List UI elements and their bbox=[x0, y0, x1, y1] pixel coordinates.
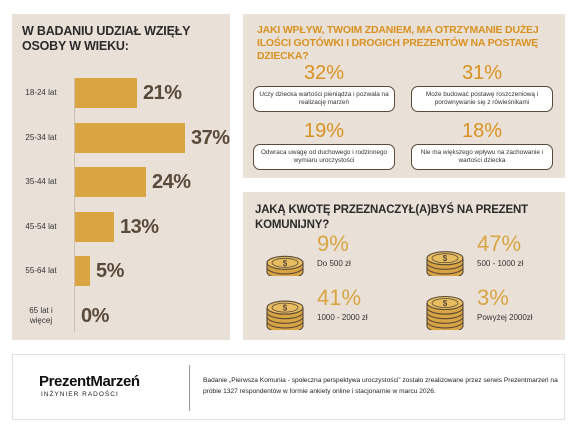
bar-category-label: 65 lat i więcej bbox=[29, 305, 53, 325]
coin-stack-icon: $ bbox=[426, 295, 464, 330]
influence-item-1: 32% Uczy dziecka wartości pieniądza i po… bbox=[253, 62, 395, 112]
svg-text:$: $ bbox=[283, 259, 288, 268]
footer: PrezentMarzeń INŻYNIER RADOŚCI Badanie „… bbox=[12, 354, 565, 420]
brand-name: PrezentMarzeń bbox=[39, 373, 140, 390]
influence-item-text: Uczy dziecka wartości pieniądza i pozwal… bbox=[253, 86, 395, 112]
influence-item-text: Nie ma większego wpływu na zachowanie i … bbox=[411, 144, 553, 170]
survey-note: Badanie „Pierwsza Komunia - społeczna pe… bbox=[203, 377, 558, 395]
bar-category-label: 35-44 lat bbox=[25, 177, 57, 186]
influence-item-text: Może budować postawę roszczeniową i poró… bbox=[411, 86, 553, 112]
bar-category-label: 18-24 lat bbox=[25, 88, 57, 97]
influence-item-pct: 18% bbox=[461, 120, 503, 142]
influence-item-pct: 19% bbox=[303, 120, 345, 142]
amount-panel-title: JAKĄ KWOTĘ PRZEZNACZYŁ(A)BYŚ NA PREZENT … bbox=[255, 204, 528, 231]
amount-item-range: Powyżej 2000zł bbox=[477, 313, 533, 322]
amount-item-range: Do 500 zł bbox=[317, 259, 351, 268]
bar-category-label: 25-34 lat bbox=[25, 132, 57, 142]
footer-divider bbox=[189, 365, 190, 411]
brand-logo: PrezentMarzeń INŻYNIER RADOŚCI bbox=[39, 373, 179, 398]
influence-item-pct: 32% bbox=[303, 62, 345, 84]
influence-item-pct: 31% bbox=[461, 62, 503, 84]
amount-item-pct: 47% bbox=[477, 231, 522, 256]
bar bbox=[75, 122, 185, 153]
bar-category-label: 55-64 lat bbox=[25, 266, 57, 275]
amount-panel: JAKĄ KWOTĘ PRZEZNACZYŁ(A)BYŚ NA PREZENT … bbox=[243, 192, 565, 340]
svg-text:$: $ bbox=[443, 299, 448, 308]
svg-text:$: $ bbox=[283, 304, 288, 313]
bar bbox=[75, 211, 114, 242]
influence-panel: JAKI WPŁYW, TWOIM ZDANIEM, MA OTRZYMANIE… bbox=[243, 14, 565, 178]
age-bar-chart: 18-24 lat 21% 25-34 lat 37% 35-44 lat 24% 45-5… bbox=[12, 14, 230, 340]
coin-stack-icon: $ bbox=[266, 300, 304, 330]
bar-value-label: 0% bbox=[81, 304, 109, 327]
coin-stack-icon: $ bbox=[266, 255, 304, 276]
influence-item-2: 31% Może budować postawę roszczeniową i … bbox=[411, 62, 553, 112]
amount-item-1: $ 9% Do 500 zł bbox=[261, 232, 411, 276]
influence-item-text: Odwraca uwagę od duchowego i rodzinnego … bbox=[253, 144, 395, 170]
bar bbox=[75, 256, 90, 286]
bar-value-label: 21% bbox=[143, 82, 182, 104]
amount-item-pct: 3% bbox=[477, 285, 509, 310]
bar-value-label: 5% bbox=[96, 260, 124, 282]
amount-item-pct: 41% bbox=[317, 285, 362, 310]
age-panel-title: W BADANIU UDZIAŁ WZIĘŁY OSOBY W WIEKU: bbox=[22, 24, 191, 53]
amount-item-2: $ 47% 500 - 1000 zł bbox=[421, 232, 571, 276]
influence-panel-title: JAKI WPŁYW, TWOIM ZDANIEM, MA OTRZYMANIE… bbox=[257, 24, 539, 62]
coin-stack-icon: $ bbox=[426, 251, 464, 276]
bar-category-label: 45-54 lat bbox=[25, 221, 57, 231]
age-panel: W BADANIU UDZIAŁ WZIĘŁY OSOBY W WIEKU: 1… bbox=[12, 14, 230, 340]
bar bbox=[75, 78, 137, 108]
amount-item-range: 1000 - 2000 zł bbox=[317, 313, 368, 322]
bar-value-label: 37% bbox=[191, 126, 230, 149]
bar-axis bbox=[74, 78, 75, 332]
bar-value-label: 24% bbox=[152, 171, 191, 193]
svg-text:$: $ bbox=[443, 254, 448, 263]
amount-item-range: 500 - 1000 zł bbox=[477, 259, 524, 268]
bar-value-label: 13% bbox=[120, 215, 159, 238]
influence-item-4: 18% Nie ma większego wpływu na zachowani… bbox=[411, 120, 553, 170]
amount-item-4: $ 3% Powyżej 2000zł bbox=[421, 286, 571, 330]
amount-item-pct: 9% bbox=[317, 231, 349, 256]
bar bbox=[75, 167, 146, 197]
amount-item-3: $ 41% 1000 - 2000 zł bbox=[261, 286, 411, 330]
influence-item-3: 19% Odwraca uwagę od duchowego i rodzinn… bbox=[253, 120, 395, 170]
brand-tagline: INŻYNIER RADOŚCI bbox=[41, 391, 119, 398]
